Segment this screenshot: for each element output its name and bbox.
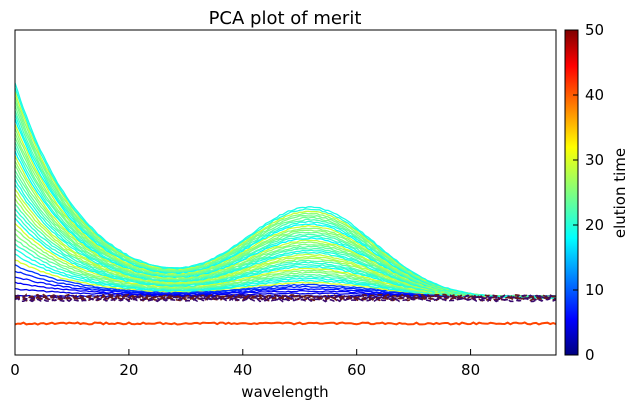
x-tick-label: 80	[461, 361, 480, 379]
colorbar	[564, 29, 579, 356]
spectrum-series-line	[15, 82, 556, 299]
colorbar-tick-label: 30	[585, 151, 604, 169]
colorbar-tick-label: 40	[585, 86, 604, 104]
spectrum-series-line	[15, 104, 556, 299]
series-layer	[15, 82, 556, 326]
colorbar-tick-label: 0	[585, 346, 595, 364]
colorbar-tick-label: 20	[585, 216, 604, 234]
x-tick-label: 20	[119, 361, 138, 379]
chart-title: PCA plot of merit	[209, 8, 362, 29]
flat-series-line	[15, 321, 556, 326]
x-axis-ticks: 0 20 40 60 80	[10, 349, 480, 379]
x-axis-label: wavelength	[241, 383, 328, 401]
colorbar-ticks: 0 10 20 30 40 50	[573, 21, 604, 364]
x-tick-label: 60	[347, 361, 366, 379]
colorbar-tick-label: 10	[585, 281, 604, 299]
baseline-series-line	[15, 294, 556, 300]
colorbar-label: elution time	[611, 148, 629, 238]
x-tick-label: 40	[233, 361, 252, 379]
plot-frame	[14, 29, 557, 356]
colorbar-tick-label: 50	[585, 21, 604, 39]
baseline-series-line	[15, 297, 556, 303]
x-tick-label: 0	[10, 361, 20, 379]
